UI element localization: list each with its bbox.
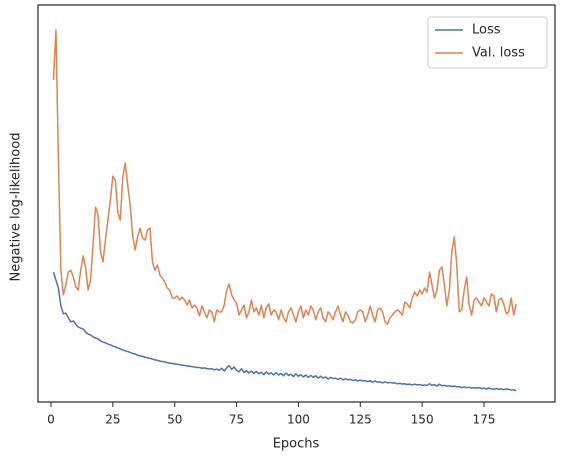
y-axis-label: Negative log-likelihood <box>9 133 24 282</box>
x-tick-label: 100 <box>287 413 310 427</box>
series-line <box>52 29 517 325</box>
x-tick-label: 25 <box>105 413 120 427</box>
x-tick-label: 150 <box>411 413 434 427</box>
series-line <box>52 271 517 392</box>
x-tick-label: 125 <box>349 413 372 427</box>
x-tick-label: 75 <box>229 413 244 427</box>
x-tick-label: 175 <box>473 413 496 427</box>
x-tick-label: 0 <box>47 413 55 427</box>
legend-label: Val. loss <box>472 46 525 61</box>
axes-frame <box>37 4 556 403</box>
x-axis-label: Epochs <box>273 437 320 452</box>
x-tick-label: 50 <box>167 413 182 427</box>
legend-label: Loss <box>472 23 501 38</box>
plot-area <box>52 29 517 392</box>
